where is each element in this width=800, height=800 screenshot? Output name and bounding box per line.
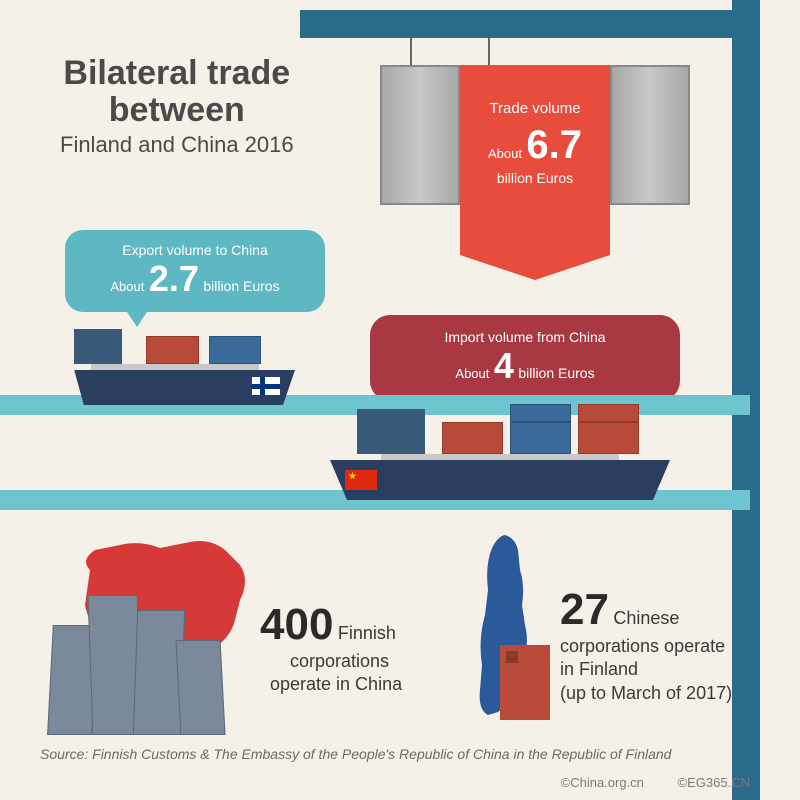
stats-section: 400 Finnish corporations operate in Chin…: [40, 530, 760, 730]
trade-about: About: [488, 146, 522, 161]
china-stat-block: 400 Finnish corporations operate in Chin…: [40, 530, 460, 730]
import-value: 4: [494, 345, 514, 386]
export-unit: billion Euros: [203, 278, 279, 294]
title-line2: between: [60, 92, 294, 129]
ship-bridge-lg: [357, 409, 425, 454]
finnish-corps-line2: corporations: [290, 650, 402, 673]
crane-beam: [300, 10, 760, 38]
finnish-corps-line1: Finnish: [338, 623, 396, 643]
trade-volume-banner: Trade volume About 6.7 billion Euros: [460, 65, 610, 255]
container-left-door: [380, 65, 460, 205]
container-banner-group: Trade volume About 6.7 billion Euros: [380, 65, 690, 205]
finnish-corps-number: 400: [260, 600, 333, 649]
export-bubble: Export volume to China About 2.7 billion…: [65, 230, 325, 312]
credit-right: ©EG365.CN: [678, 775, 750, 790]
trade-unit: billion Euros: [460, 170, 610, 186]
export-value: 2.7: [149, 258, 199, 299]
finland-stat-block: 27 Chinese corporations operate in Finla…: [460, 530, 760, 730]
chinese-corps-stat: 27 Chinese corporations operate in Finla…: [560, 585, 732, 705]
cargo-red: [146, 336, 199, 364]
cargo-red-lg: [442, 422, 503, 454]
title-line1: Bilateral trade: [60, 55, 294, 92]
ship-deck-lg: [381, 454, 619, 460]
import-about: About: [455, 366, 489, 381]
finnish-corps-stat: 400 Finnish corporations operate in Chin…: [260, 600, 402, 697]
cargo-red-top: [578, 404, 639, 422]
export-label: Export volume to China: [80, 242, 310, 258]
ship-hull: [55, 370, 295, 405]
ship-bridge: [74, 329, 122, 364]
credits: ©China.org.cn ©EG365.CN: [531, 775, 750, 790]
china-ship: [330, 395, 670, 500]
small-building-icon: [500, 645, 550, 720]
source-text: Source: Finnish Customs & The Embassy of…: [40, 746, 671, 762]
china-flag-icon: [345, 470, 377, 490]
finnish-corps-line3: operate in China: [270, 673, 402, 696]
chinese-corps-line2: corporations operate: [560, 635, 732, 658]
trade-value: 6.7: [526, 123, 582, 167]
title-block: Bilateral trade between Finland and Chin…: [60, 55, 294, 158]
finland-flag-icon: [252, 377, 280, 395]
ship-hull-lg: [330, 460, 670, 500]
container-right-door: [610, 65, 690, 205]
finland-ship: [55, 315, 295, 405]
cargo-red-lg2: [578, 422, 639, 454]
credit-left: ©China.org.cn: [561, 775, 644, 790]
import-unit: billion Euros: [518, 365, 594, 381]
ship-deck: [91, 364, 259, 370]
export-about: About: [110, 279, 144, 294]
import-label: Import volume from China: [388, 329, 662, 345]
cargo-blue-top: [510, 404, 571, 422]
import-bubble: Import volume from China About 4 billion…: [370, 315, 680, 401]
buildings-icon: [50, 585, 240, 735]
chinese-corps-number: 27: [560, 585, 609, 634]
trade-label: Trade volume: [460, 100, 610, 117]
chinese-corps-note: (up to March of 2017): [560, 682, 732, 705]
crane-hook: [390, 38, 510, 68]
chinese-corps-line3: in Finland: [560, 658, 732, 681]
cargo-blue: [209, 336, 262, 364]
chinese-corps-line1: Chinese: [613, 608, 679, 628]
title-subtitle: Finland and China 2016: [60, 132, 294, 158]
cargo-blue-lg: [510, 422, 571, 454]
